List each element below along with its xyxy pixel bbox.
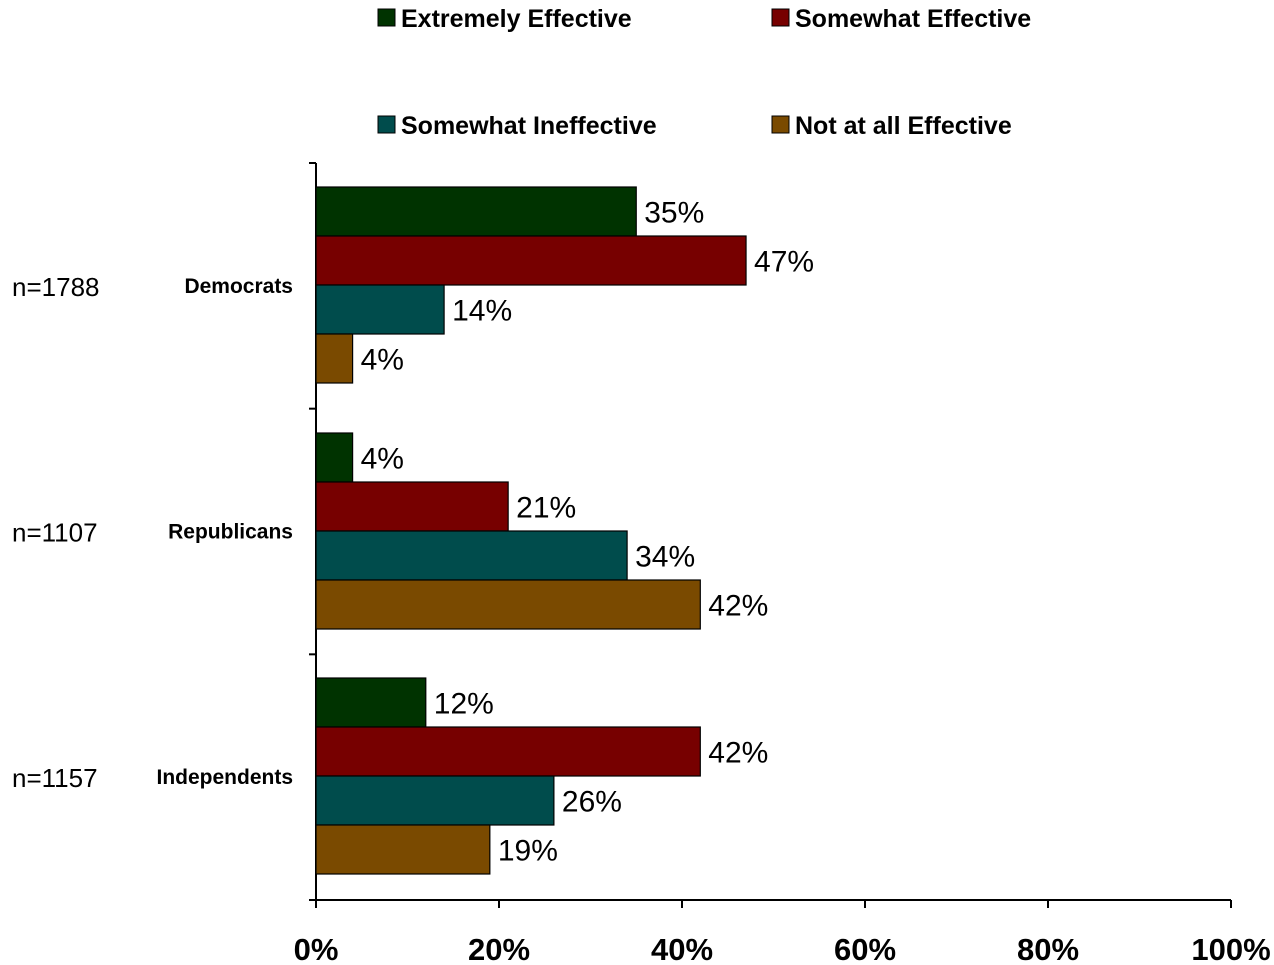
legend-item-extremely-effective: Extremely Effective: [377, 5, 632, 33]
x-tick-label: 40%: [651, 932, 713, 965]
data-label: 42%: [708, 590, 768, 623]
data-label: 14%: [452, 295, 512, 328]
bar-democrats-somewhat-effective: [315, 235, 747, 286]
category-label-democrats: Democrats: [184, 275, 293, 298]
bar-republicans-somewhat-effective: [315, 481, 509, 532]
legend-label: Somewhat Ineffective: [401, 112, 657, 140]
legend-swatch: [377, 115, 396, 134]
legend: Extremely Effective Somewhat Effective Som…: [377, 5, 1031, 140]
x-tick-label: 0%: [294, 932, 339, 965]
legend-item-not-at-all-effective: Not at all Effective: [771, 112, 1012, 140]
x-tick-label: 100%: [1191, 932, 1270, 965]
data-label: 4%: [361, 443, 404, 476]
sample-size-label: n=1107: [12, 518, 98, 548]
sample-size-label: n=1788: [12, 272, 99, 302]
bar-democrats-extremely-effective: [315, 186, 637, 237]
bar-independents-somewhat-ineffective: [315, 775, 555, 826]
bar-democrats-somewhat-ineffective: [315, 284, 445, 335]
bar-republicans-not-at-all-effective: [315, 579, 701, 630]
legend-label: Somewhat Effective: [795, 5, 1031, 33]
data-label: 34%: [635, 541, 695, 574]
bar-independents-somewhat-effective: [315, 726, 701, 777]
x-tick-label: 80%: [1017, 932, 1079, 965]
legend-item-somewhat-effective: Somewhat Effective: [771, 5, 1031, 33]
bar-independents-extremely-effective: [315, 677, 427, 728]
legend-label: Extremely Effective: [401, 5, 632, 33]
legend-swatch: [771, 115, 790, 134]
data-label: 19%: [498, 835, 558, 868]
x-tick-label: 60%: [834, 932, 896, 965]
legend-item-somewhat-ineffective: Somewhat Ineffective: [377, 112, 657, 140]
bar-independents-not-at-all-effective: [315, 824, 491, 875]
bar-republicans-extremely-effective: [315, 432, 354, 483]
legend-swatch: [771, 8, 790, 27]
data-label: 26%: [562, 786, 622, 819]
category-label-republicans: Republicans: [168, 521, 293, 544]
axes: 0% 20% 40% 60% 80% 100%: [294, 162, 1271, 965]
sample-size-label: n=1157: [12, 763, 98, 793]
data-label: 47%: [754, 246, 814, 279]
bars: [315, 186, 747, 875]
data-label: 4%: [361, 344, 404, 377]
data-label: 21%: [516, 492, 576, 525]
category-label-independents: Independents: [156, 766, 293, 789]
labels: Democrats n=1788 Republicans n=1107 Independ…: [12, 197, 814, 868]
data-label: 12%: [434, 688, 494, 721]
data-label: 42%: [708, 737, 768, 770]
legend-swatch: [377, 8, 396, 27]
x-tick-label: 20%: [468, 932, 530, 965]
bar-republicans-somewhat-ineffective: [315, 530, 628, 581]
data-label: 35%: [644, 197, 704, 230]
legend-label: Not at all Effective: [795, 112, 1012, 140]
bar-democrats-not-at-all-effective: [315, 333, 354, 384]
